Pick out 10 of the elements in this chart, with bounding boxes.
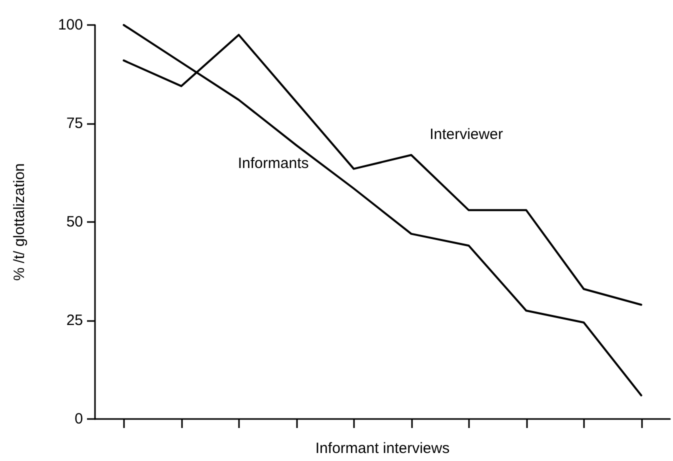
y-tick-label: 0	[74, 410, 83, 428]
y-tick-label: 50	[66, 214, 83, 230]
series-label: Interviewer	[430, 126, 503, 144]
line-series	[122, 24, 642, 396]
y-tick-label: 25	[66, 312, 83, 329]
y-axis-title: % /t/ glottalization	[11, 163, 28, 281]
series-label: Informants	[238, 155, 309, 172]
y-tick-label: 75	[66, 115, 83, 132]
y-tick-label: 100	[58, 16, 83, 34]
x-axis-title: Informant interviews	[315, 440, 450, 457]
